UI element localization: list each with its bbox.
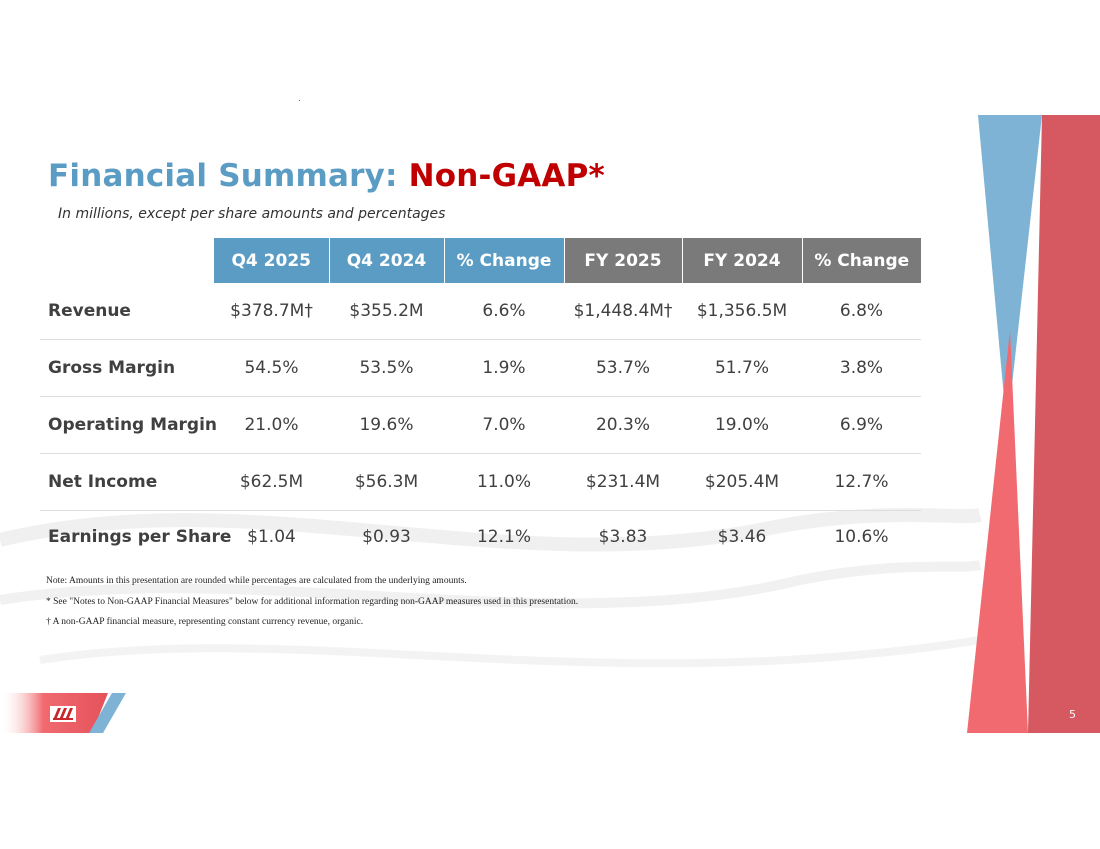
table-cell: 7.0%: [444, 396, 564, 454]
table-cell: 19.6%: [329, 396, 444, 454]
header-q4-2025: Q4 2025: [214, 238, 330, 283]
table-cell: $3.46: [717, 527, 767, 547]
financial-summary-table: Q4 2025 Q4 2024 % Change FY 2025 FY 2024…: [40, 238, 921, 563]
table-row-operating-margin: Operating Margin 21.0% 19.6% 7.0% 20.3% …: [40, 396, 921, 454]
table-cell: 12.1%: [476, 527, 531, 547]
table-cell: 11.0%: [444, 453, 564, 511]
table-cell: $56.3M: [329, 453, 444, 511]
table-cell: $231.4M: [564, 453, 682, 511]
footnote-dagger: † A non-GAAP financial measure, represen…: [46, 617, 364, 627]
header-blank-cell: [40, 238, 214, 283]
table-cell: 6.6%: [444, 283, 564, 340]
row-label: Net Income: [40, 453, 214, 511]
header-q4-2024: Q4 2024: [329, 238, 445, 283]
table-cell: 19.0%: [682, 396, 802, 454]
title-highlight: Non-GAAP*: [408, 158, 605, 194]
page-subtitle: In millions, except per share amounts an…: [58, 206, 446, 222]
table-row-eps: Earnings per Share $1.04 $0.93 12.1% $3.…: [40, 511, 921, 564]
table-cell: $205.4M: [682, 453, 802, 511]
table-cell: $0.93: [362, 527, 411, 547]
table-cell: $1,448.4M†: [564, 283, 682, 340]
table-cell: $3.83: [598, 527, 648, 547]
table-row-gross-margin: Gross Margin 54.5% 53.5% 1.9% 53.7% 51.7…: [40, 339, 921, 397]
footnotes: Note: Amounts in this presentation are r…: [46, 576, 578, 638]
footnote-rounding: Note: Amounts in this presentation are r…: [46, 576, 467, 586]
decorative-dot: [299, 100, 300, 101]
row-label: Operating Margin: [40, 396, 217, 454]
table-cell: 10.6%: [834, 527, 889, 547]
table-cell: 6.8%: [802, 283, 921, 340]
header-fy-change: % Change: [802, 238, 921, 283]
table-cell: 51.7%: [682, 339, 802, 397]
header-q-change: % Change: [444, 238, 565, 283]
table-cell: 54.5%: [214, 339, 329, 397]
row-label: Gross Margin: [40, 339, 214, 397]
table-cell: $62.5M: [214, 453, 329, 511]
row-label: Earnings per Share: [48, 527, 232, 547]
table-row-net-income: Net Income $62.5M $56.3M 11.0% $231.4M $…: [40, 453, 921, 511]
table-cell: $378.7M†: [214, 283, 329, 340]
table-cell: 12.7%: [802, 453, 921, 511]
table-row-revenue: Revenue $378.7M† $355.2M 6.6% $1,448.4M†…: [40, 283, 921, 340]
table-cell: 20.3%: [564, 396, 682, 454]
page-number: 5: [1069, 708, 1076, 721]
table-cell: 3.8%: [802, 339, 921, 397]
table-cell: 1.9%: [444, 339, 564, 397]
header-fy-2024: FY 2024: [682, 238, 803, 283]
table-cell: 21.0%: [214, 396, 329, 454]
table-cell: $355.2M: [329, 283, 444, 340]
header-fy-2025: FY 2025: [564, 238, 683, 283]
table-cell: 53.5%: [329, 339, 444, 397]
table-cell: 53.7%: [564, 339, 682, 397]
footnote-non-gaap: * See "Notes to Non-GAAP Financial Measu…: [46, 596, 579, 607]
title-main: Financial Summary:: [48, 158, 409, 194]
row-label: Revenue: [40, 283, 214, 340]
table-cell: $1.04: [247, 527, 296, 547]
company-logo-icon: [50, 706, 76, 722]
table-cell: $1,356.5M: [682, 283, 802, 340]
page-title: Financial Summary: Non-GAAP*: [48, 158, 605, 194]
table-cell: 6.9%: [802, 396, 921, 454]
table-header-row: Q4 2025 Q4 2024 % Change FY 2025 FY 2024…: [40, 238, 921, 283]
